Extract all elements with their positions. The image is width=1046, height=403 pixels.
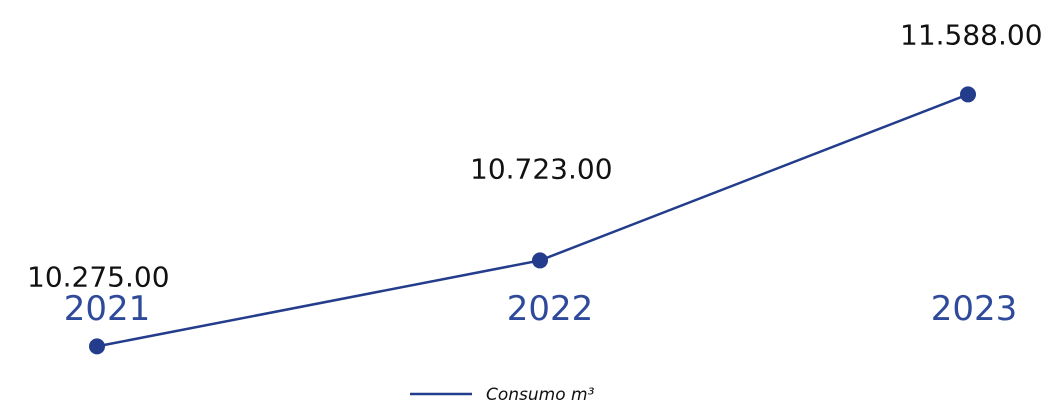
data-label-2021: 10.275.00: [27, 260, 170, 293]
data-point-2021: [89, 338, 105, 355]
series-layer: [89, 86, 976, 355]
data-point-2022: [532, 252, 548, 269]
legend-label: Consumo m³: [486, 385, 595, 403]
x-tick-label-2022: 2022: [507, 289, 594, 329]
x-tick-label-2021: 2021: [64, 289, 151, 329]
data-point-2023: [960, 86, 976, 103]
data-label-2023: 11.588.00: [900, 18, 1043, 51]
x-tick-label-2023: 2023: [931, 289, 1018, 329]
data-label-layer: 10.275.00 10.723.00 11.588.00: [27, 18, 1043, 293]
data-label-2022: 10.723.00: [470, 152, 613, 185]
x-axis-tick-layer: 2021 2022 2023: [64, 289, 1018, 329]
legend: Consumo m³: [410, 385, 595, 403]
